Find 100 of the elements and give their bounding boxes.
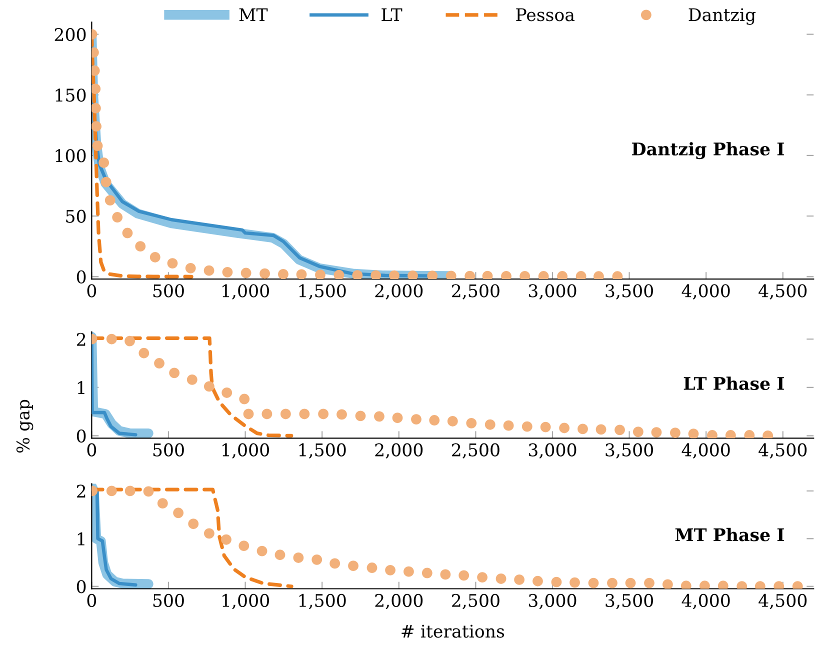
point bbox=[92, 140, 103, 151]
point bbox=[446, 270, 456, 280]
point bbox=[440, 569, 451, 580]
x-tick-label: 4,000 bbox=[682, 443, 730, 459]
point bbox=[429, 415, 440, 426]
point bbox=[514, 574, 525, 585]
point bbox=[318, 408, 329, 420]
point bbox=[466, 418, 477, 428]
point bbox=[330, 558, 340, 569]
x-tick-label: 3,500 bbox=[606, 594, 653, 610]
legend-label: LT bbox=[382, 8, 402, 21]
x-tick-label: 2,500 bbox=[452, 594, 500, 610]
point bbox=[106, 486, 117, 496]
point bbox=[169, 368, 180, 378]
point bbox=[124, 336, 135, 346]
point bbox=[106, 334, 117, 344]
x-tick-label: 1,500 bbox=[299, 284, 346, 300]
point bbox=[559, 422, 570, 434]
point bbox=[588, 578, 599, 588]
x-tick-label: 4,000 bbox=[682, 594, 730, 610]
point bbox=[167, 258, 178, 269]
x-tick-label: 1,500 bbox=[299, 443, 346, 459]
point bbox=[422, 568, 432, 578]
point bbox=[240, 268, 252, 278]
point bbox=[135, 241, 146, 252]
x-tick-label: 0 bbox=[87, 284, 96, 298]
point bbox=[315, 270, 326, 280]
y-axis-title: % gap bbox=[16, 400, 34, 453]
point bbox=[278, 269, 288, 280]
point bbox=[662, 579, 673, 589]
point bbox=[204, 528, 214, 539]
x-tick-label: 2,000 bbox=[375, 594, 423, 610]
point bbox=[188, 518, 199, 530]
point bbox=[293, 552, 304, 563]
point bbox=[484, 419, 496, 430]
point bbox=[404, 566, 414, 577]
point bbox=[112, 212, 123, 222]
y-tick-label: 2 bbox=[76, 332, 86, 346]
point bbox=[157, 498, 168, 509]
y-tick-label: 200 bbox=[54, 28, 86, 42]
point bbox=[296, 269, 307, 280]
point bbox=[670, 428, 680, 438]
x-tick-label: 3,500 bbox=[606, 443, 653, 459]
point bbox=[538, 271, 549, 280]
point bbox=[447, 416, 458, 426]
point bbox=[260, 268, 270, 279]
point bbox=[186, 374, 198, 385]
x-tick-label: 3,500 bbox=[606, 284, 653, 300]
x-axis-title: # iterations bbox=[402, 624, 504, 638]
point bbox=[173, 508, 184, 518]
point bbox=[185, 262, 196, 274]
point bbox=[336, 409, 347, 420]
point bbox=[280, 408, 291, 420]
point bbox=[370, 270, 382, 280]
point bbox=[374, 411, 384, 422]
point bbox=[92, 84, 101, 94]
point bbox=[496, 574, 506, 584]
point bbox=[427, 270, 438, 280]
x-tick-label: 500 bbox=[153, 284, 184, 298]
x-tick-label: 3,000 bbox=[528, 443, 576, 459]
y-tick-label: 100 bbox=[56, 149, 86, 162]
point bbox=[458, 570, 470, 581]
x-tick-label: 500 bbox=[153, 594, 184, 608]
point bbox=[143, 486, 154, 497]
point bbox=[222, 266, 233, 278]
point bbox=[274, 550, 286, 560]
point bbox=[596, 424, 606, 435]
point bbox=[389, 270, 400, 280]
point bbox=[262, 408, 272, 420]
point bbox=[239, 394, 250, 404]
point bbox=[92, 121, 102, 132]
y-tick-label: 0 bbox=[76, 270, 86, 284]
x-tick-label: 500 bbox=[153, 443, 184, 456]
point bbox=[744, 430, 755, 438]
legend-label: Pessoa bbox=[516, 8, 575, 22]
x-tick-label: 3,000 bbox=[528, 284, 576, 300]
point bbox=[551, 576, 562, 588]
legend-label: Dantzig bbox=[688, 8, 756, 25]
point bbox=[520, 270, 530, 280]
point bbox=[570, 577, 580, 588]
x-tick-label: 4,500 bbox=[758, 284, 807, 300]
x-tick-label: 4,500 bbox=[758, 594, 807, 610]
point bbox=[92, 102, 101, 114]
point bbox=[385, 564, 396, 576]
x-tick-label: 1,500 bbox=[299, 594, 346, 610]
point bbox=[408, 270, 418, 280]
point bbox=[124, 486, 136, 496]
point bbox=[501, 270, 512, 280]
x-tick-label: 2,000 bbox=[375, 284, 423, 300]
x-tick-label: 1,000 bbox=[222, 594, 269, 610]
point bbox=[557, 271, 568, 280]
annotation: LT Phase I bbox=[684, 376, 784, 390]
y-tick-label: 0 bbox=[76, 580, 86, 594]
point bbox=[334, 270, 344, 280]
point bbox=[138, 348, 150, 358]
point bbox=[392, 412, 403, 424]
x-tick-label: 4,000 bbox=[682, 284, 730, 300]
x-tick-label: 2,000 bbox=[375, 443, 423, 459]
point bbox=[154, 358, 164, 368]
point bbox=[312, 554, 322, 565]
